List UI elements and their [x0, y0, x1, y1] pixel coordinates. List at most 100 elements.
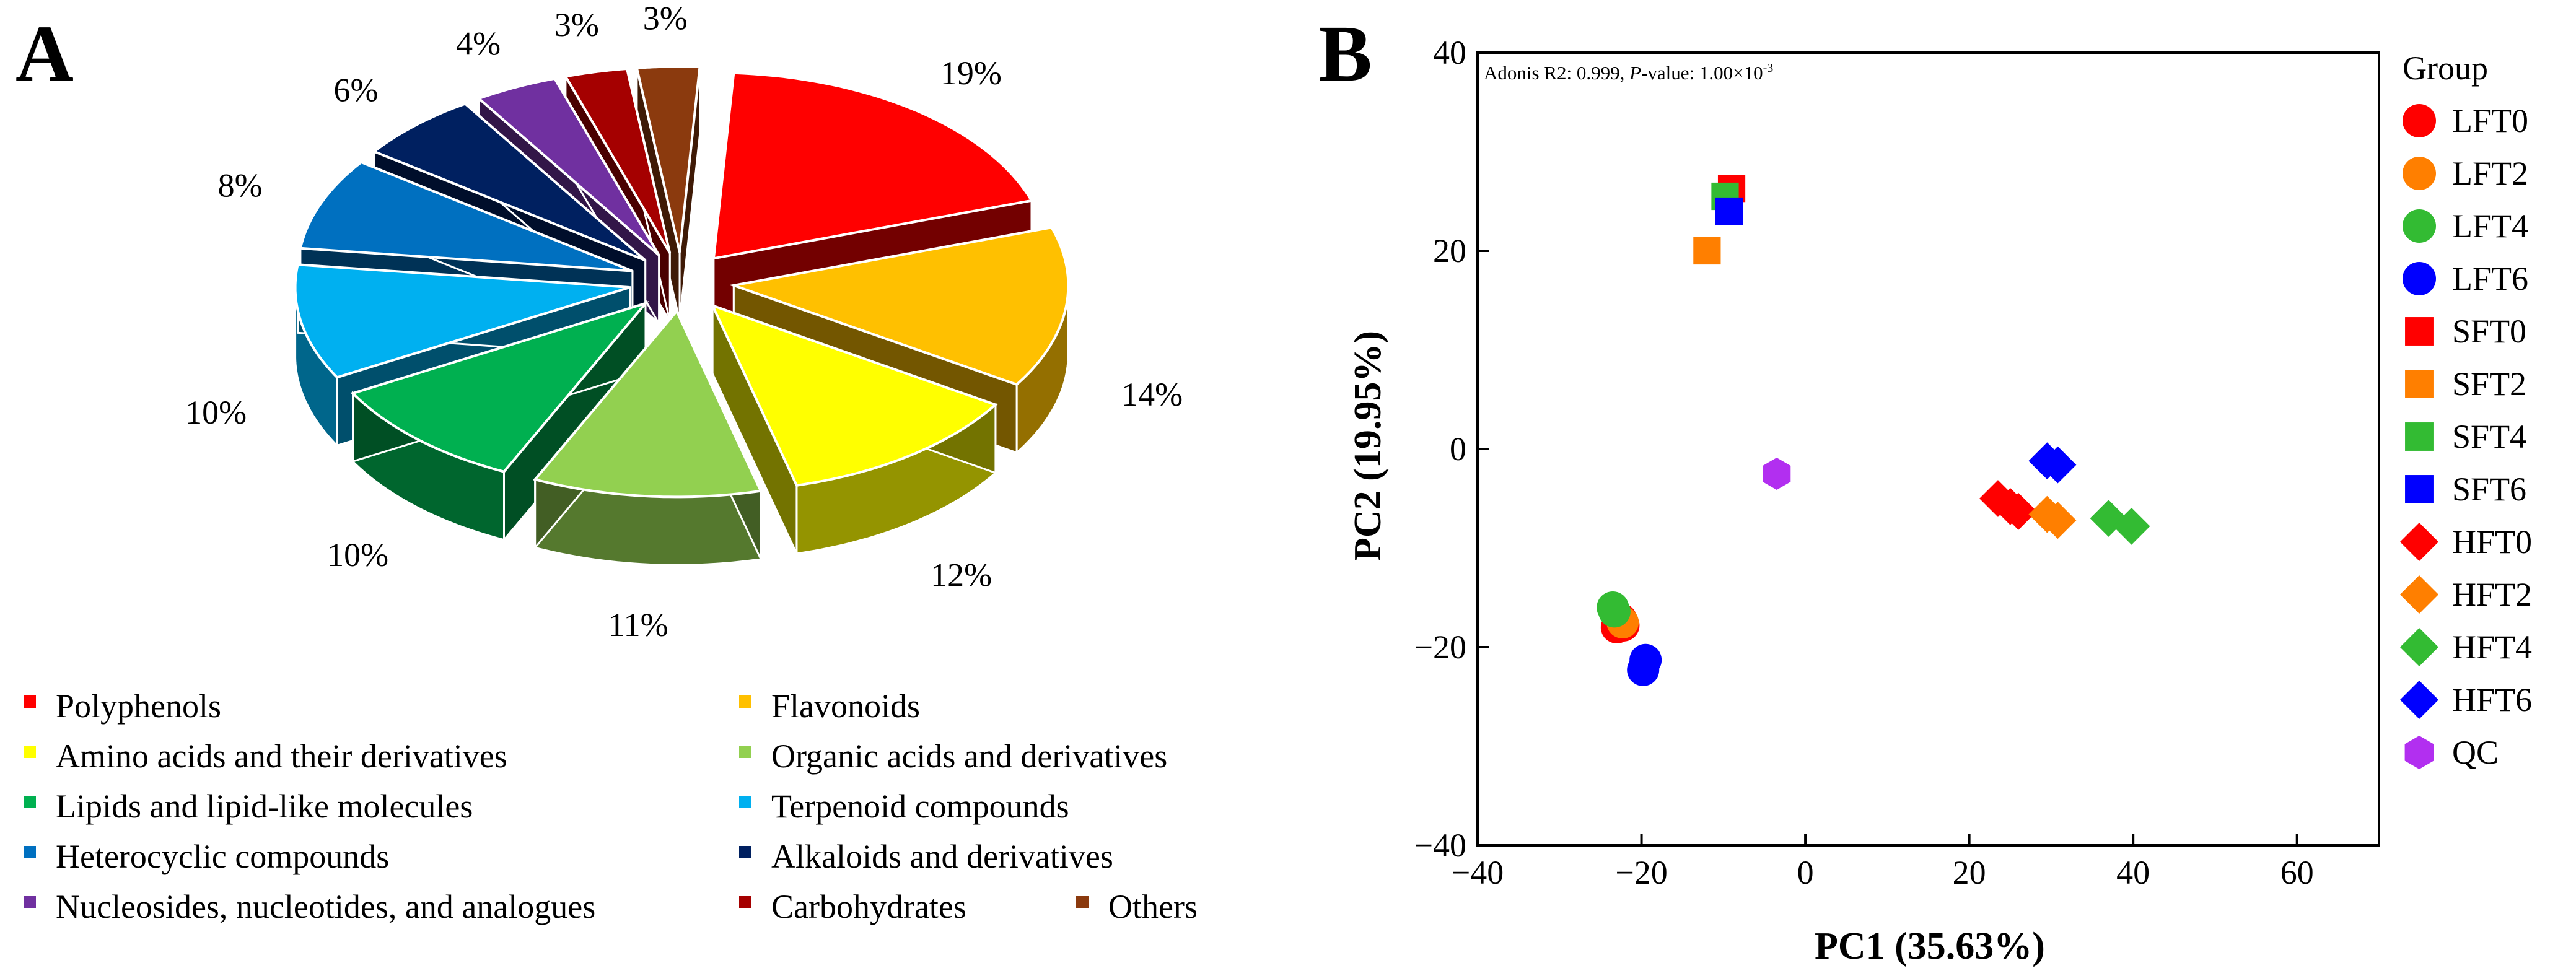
legend-marker — [2399, 680, 2439, 720]
pie-slice-amino-acids-and-their-derivatives — [710, 303, 998, 555]
pie-top-others — [635, 65, 701, 253]
legend-marker — [2403, 157, 2436, 190]
series-hft6 — [2028, 442, 2077, 484]
series-hft2 — [2028, 495, 2077, 539]
panel-b-letter: B — [1318, 9, 1372, 98]
series-lft4 — [1597, 591, 1631, 628]
legend-item-lft6: LFT6 — [2403, 260, 2528, 297]
y-tick-label: −40 — [1414, 827, 1466, 864]
pie-top-organic-acids-and-derivatives — [533, 308, 763, 499]
legend-label: Carbohydrates — [771, 888, 966, 925]
legend-label: Heterocyclic compounds — [56, 838, 389, 875]
y-tick-label: 20 — [1433, 232, 1466, 269]
pie-top-terpenoid-compounds — [294, 263, 631, 379]
pie-label-others: 3% — [643, 0, 688, 37]
panel-a-letter: A — [15, 9, 74, 98]
legend-item-nucleosides-nucleotides-and-analogues: Nucleosides, nucleotides, and analogues — [24, 888, 595, 925]
legend-marker — [2403, 209, 2436, 243]
legend-swatch — [739, 846, 751, 858]
legend-label: Others — [1108, 888, 1198, 925]
legend-label: HFT6 — [2452, 681, 2532, 718]
legend-item-flavonoids: Flavonoids — [739, 687, 920, 725]
legend-swatch — [739, 746, 751, 758]
legend-label: Polyphenols — [56, 687, 221, 725]
point-lft4 — [1598, 595, 1631, 628]
legend-label: SFT4 — [2452, 418, 2526, 455]
legend-label: QC — [2452, 734, 2499, 771]
pie-top-flavonoids — [729, 226, 1070, 386]
pie-label-amino-acids-and-their-derivatives: 12% — [931, 557, 992, 594]
legend-swatch — [24, 796, 36, 808]
pie-slice-organic-acids-and-derivatives — [533, 308, 763, 566]
series-hft4 — [2090, 500, 2150, 545]
legend-item-hft4: HFT4 — [2399, 627, 2532, 667]
panel-b: B −40 −20 0 20 40 60 40 20 0 −20 −40 Adonis R2: 0.… — [1318, 9, 2532, 967]
x-tick-label: 20 — [1953, 854, 1986, 891]
legend-marker — [2403, 104, 2436, 137]
point-sft6 — [1715, 197, 1743, 225]
pie-top-heterocyclic-compounds — [299, 160, 633, 272]
legend-label: Flavonoids — [771, 687, 920, 725]
legend-swatch — [24, 695, 36, 708]
legend-label: Organic acids and derivatives — [771, 738, 1167, 775]
legend-swatch — [24, 746, 36, 758]
legend-label: HFT0 — [2452, 523, 2532, 560]
legend-item-lft2: LFT2 — [2403, 155, 2528, 192]
legend-item-sft0: SFT0 — [2405, 313, 2526, 350]
legend-item-sft2: SFT2 — [2405, 365, 2526, 403]
legend-label: LFT4 — [2452, 207, 2528, 245]
legend-swatch — [1076, 896, 1089, 908]
legend-item-others: Others — [1076, 888, 1198, 925]
pie-percent-labels: 3% 3% 4% 19% 6% 8% 14% 10% 10% 12% 11% — [185, 0, 1183, 643]
legend-item-heterocyclic-compounds: Heterocyclic compounds — [24, 838, 389, 875]
pie-label-polyphenols: 19% — [940, 54, 1002, 92]
legend-marker — [2403, 262, 2436, 295]
legend-marker — [2405, 422, 2434, 451]
point-hft0 — [2000, 492, 2037, 530]
scatter-points — [1597, 175, 2150, 686]
series-lft6 — [1627, 643, 1662, 686]
pie-label-carbohydrates: 3% — [554, 6, 599, 43]
y-tick-label: 0 — [1450, 430, 1466, 468]
legend-label: HFT2 — [2452, 576, 2532, 613]
legend-marker — [2405, 317, 2434, 346]
point-sft2 — [1693, 237, 1721, 265]
legend-marker — [2399, 522, 2439, 562]
legend-item-polyphenols: Polyphenols — [24, 687, 221, 725]
point-hft4 — [2113, 507, 2150, 545]
point-lft6 — [1627, 653, 1660, 686]
pie-label-lipids-and-lipid-like-molecules: 10% — [327, 536, 388, 573]
legend-item-lft0: LFT0 — [2403, 102, 2528, 139]
legend-swatch — [24, 896, 36, 908]
legend-item-hft6: HFT6 — [2399, 680, 2532, 720]
series-sft6 — [1715, 197, 1743, 225]
series-qc — [1763, 458, 1791, 490]
legend-item-alkaloids-and-derivatives: Alkaloids and derivatives — [739, 838, 1113, 875]
pie-top-amino-acids-and-their-derivatives — [710, 303, 998, 487]
pie-label-flavonoids: 14% — [1121, 376, 1183, 413]
series-hft0 — [1979, 480, 2037, 530]
pie-top-alkaloids-and-derivatives — [371, 102, 646, 262]
axis-ticks: −40 −20 0 20 40 60 40 20 0 −20 −40 — [1414, 34, 2314, 891]
series-sft2 — [1693, 237, 1721, 265]
point-hft2 — [2039, 502, 2077, 539]
legend-item-lft4: LFT4 — [2403, 207, 2528, 245]
legend-item-sft6: SFT6 — [2405, 471, 2526, 508]
legend-item-terpenoid-compounds: Terpenoid compounds — [739, 788, 1069, 825]
legend-label: Amino acids and their derivatives — [56, 738, 507, 775]
legend-marker — [2405, 475, 2434, 503]
legend-item-amino-acids-and-their-derivatives: Amino acids and their derivatives — [24, 738, 507, 775]
legend-title: Group — [2403, 50, 2488, 87]
legend-label: SFT6 — [2452, 471, 2526, 508]
point-qc — [1763, 458, 1791, 490]
legend-swatch — [739, 796, 751, 808]
pie-top-lipids-and-lipid-like-molecules — [350, 300, 649, 473]
x-tick-label: 60 — [2280, 854, 2314, 891]
pie-label-nucleosides-nucleotides-and-analogues: 4% — [456, 25, 501, 62]
y-tick-label: 40 — [1433, 34, 1466, 71]
x-axis-label: PC1 (35.63%) — [1815, 925, 2045, 967]
legend-label: Alkaloids and derivatives — [771, 838, 1113, 875]
y-tick-label: −20 — [1414, 629, 1466, 666]
legend-swatch — [24, 846, 36, 858]
